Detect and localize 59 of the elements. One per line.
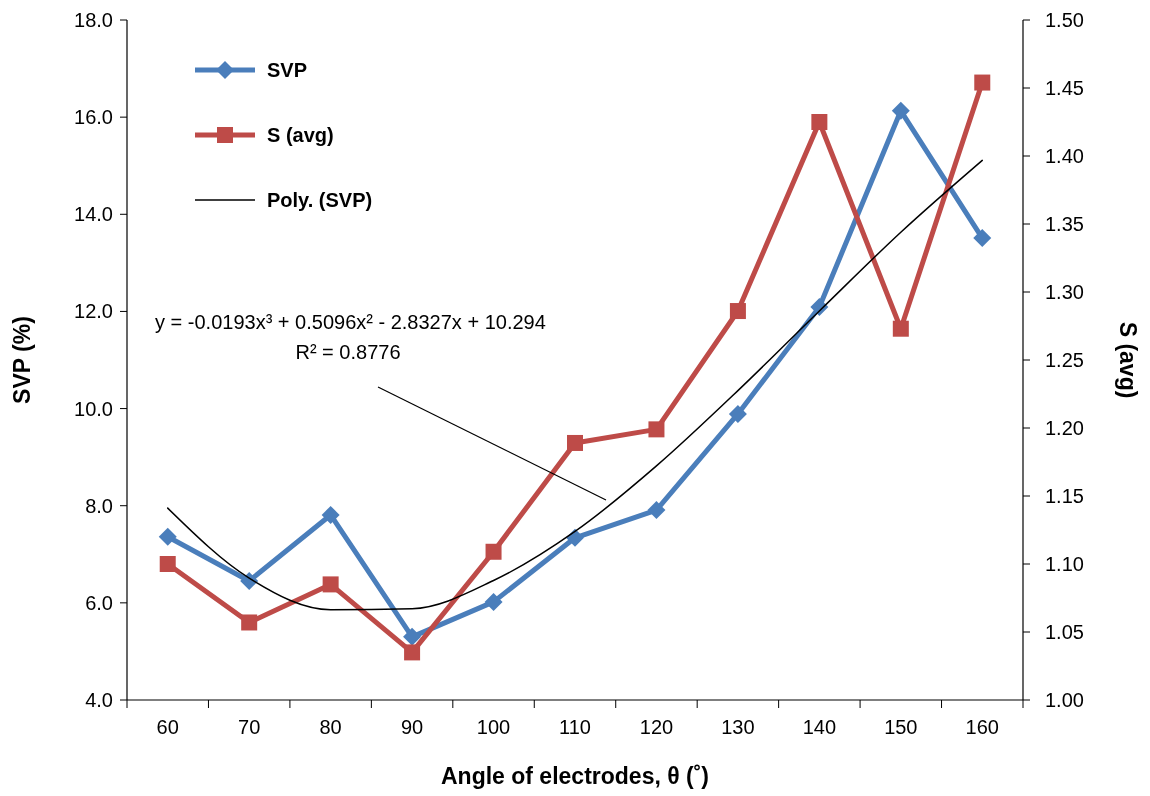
point [241, 614, 258, 631]
x-tick-label: 150 [884, 716, 918, 738]
point [484, 592, 503, 611]
x-tick-label: 100 [476, 716, 511, 738]
point [321, 505, 340, 524]
point [973, 229, 992, 248]
x-tick-label: 120 [639, 716, 674, 738]
point [811, 114, 828, 130]
x-tick-label: 160 [965, 716, 999, 738]
point [648, 421, 665, 438]
line-series [166, 159, 984, 611]
y-axis-title: SVP (%) [9, 316, 35, 404]
y-tick-label: 12.0 [74, 300, 113, 323]
point [729, 303, 746, 320]
x-tick-label: 80 [319, 716, 342, 738]
point [404, 644, 421, 661]
point [158, 527, 177, 546]
point [403, 627, 422, 646]
y-tick-label: 4.0 [85, 689, 113, 711]
y-tick-label: 10.0 [74, 397, 113, 420]
annotation: y = -0.0193x³ + 0.5096x² - 2.8327x + 10.294 [155, 311, 546, 333]
point [974, 74, 991, 91]
y-tick-label: 8.0 [85, 494, 113, 517]
point [159, 556, 176, 572]
legend-label: Poly. (SVP) [267, 189, 373, 211]
y2-tick-label: 1.35 [1045, 213, 1084, 235]
y-tick-label: 18.0 [74, 9, 113, 31]
x-tick-label: 70 [238, 716, 261, 738]
y-tick-label: 6.0 [85, 591, 113, 614]
annotation: R² = 0.8776 [295, 341, 401, 363]
x-axis-title: Angle of electrodes, θ (˚) [440, 763, 710, 789]
point [566, 528, 584, 547]
x-tick-label: 60 [156, 716, 179, 738]
y2-tick-label: 1.20 [1045, 417, 1084, 439]
y2-tick-label: 1.05 [1045, 621, 1084, 643]
legend-label: SVP [267, 59, 308, 81]
point [728, 404, 747, 423]
y2-tick-label: 1.30 [1045, 281, 1084, 303]
point [322, 576, 339, 593]
y2-tick-label: 1.00 [1045, 689, 1084, 711]
point [892, 320, 909, 337]
x-tick-label: 130 [721, 716, 755, 738]
y2-tick-label: 1.10 [1045, 553, 1084, 575]
y2-tick-label: 1.40 [1045, 145, 1084, 167]
x-tick-label: 140 [802, 716, 837, 738]
point [891, 101, 910, 120]
x-tick-label: 90 [400, 716, 424, 738]
y2-tick-label: 1.45 [1045, 77, 1084, 99]
y-tick-label: 16.0 [74, 106, 113, 129]
point [485, 543, 502, 560]
y2-tick-label: 1.15 [1045, 485, 1084, 507]
y2-axis-title: S (avg) [1115, 321, 1141, 399]
point [567, 434, 583, 451]
x-tick-label: 110 [559, 716, 591, 738]
legend-label: S (avg) [267, 124, 334, 146]
y-tick-label: 14.0 [74, 203, 113, 226]
point [647, 501, 666, 520]
y2-tick-label: 1.25 [1045, 349, 1084, 371]
y2-tick-label: 1.50 [1045, 9, 1084, 31]
